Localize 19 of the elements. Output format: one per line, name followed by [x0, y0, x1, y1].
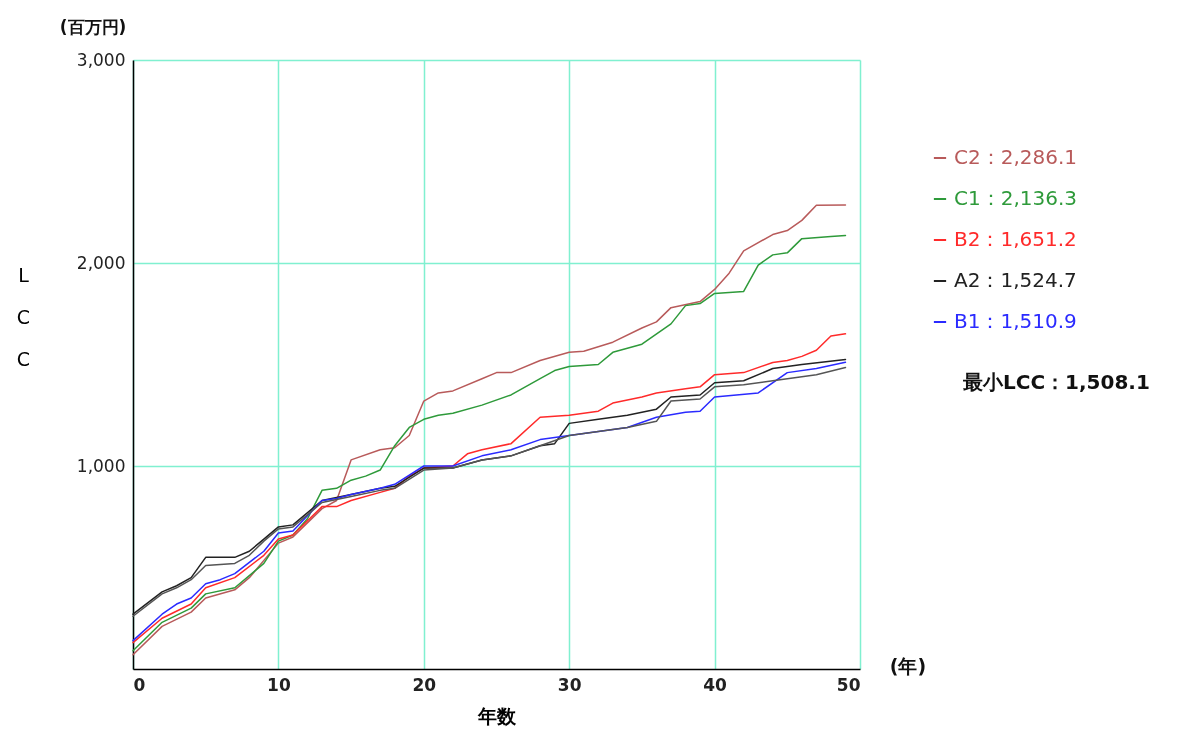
- y-tick-label: 3,000: [76, 49, 126, 70]
- text: (百万円): [59, 17, 127, 37]
- legend-label: C2：2,286.1: [954, 145, 1078, 169]
- legend-label: B1：1,510.9: [954, 309, 1077, 333]
- text: 最小LCC：1,508.1: [962, 369, 1150, 394]
- legend-label: C1：2,136.3: [954, 186, 1078, 210]
- y-tick-label: 2,000: [76, 252, 126, 273]
- x-tick-label: 0: [133, 674, 146, 695]
- text: (年): [889, 655, 927, 677]
- x-tick-label: 40: [703, 674, 728, 695]
- x-tick-label: 20: [412, 674, 437, 695]
- legend-label: A2：1,524.7: [954, 268, 1077, 292]
- x-axis-title: 年数: [477, 704, 517, 727]
- x-tick-label: 10: [267, 674, 291, 695]
- legend-label: B2：1,651.2: [954, 227, 1077, 251]
- x-tick-label: 50: [836, 674, 861, 695]
- x-tick-label: 30: [557, 674, 582, 695]
- y-tick-label: 1,000: [76, 455, 126, 476]
- y-axis-title: LCC: [16, 263, 31, 370]
